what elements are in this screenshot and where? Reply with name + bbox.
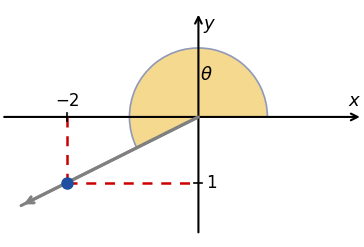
Wedge shape — [130, 48, 268, 148]
Text: θ: θ — [200, 66, 211, 84]
Text: y: y — [204, 15, 214, 33]
Text: 1: 1 — [206, 174, 217, 192]
Text: x: x — [349, 92, 359, 110]
Text: −2: −2 — [55, 92, 79, 110]
